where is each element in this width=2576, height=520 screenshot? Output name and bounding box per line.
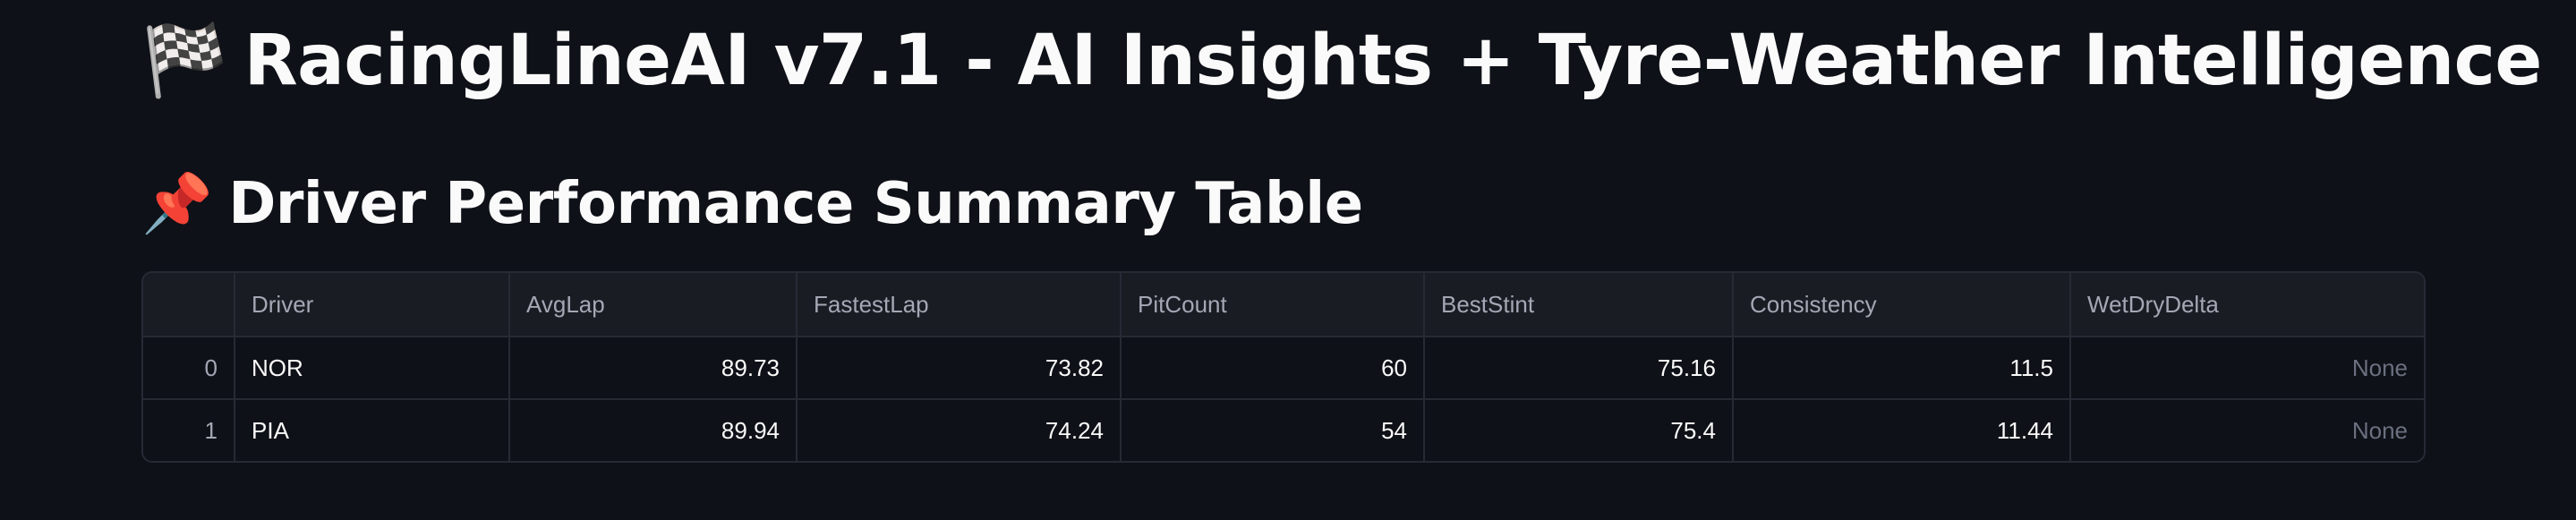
section-heading: 📌 Driver Performance Summary Table — [141, 159, 1363, 249]
beststint-cell[interactable]: 75.16 — [1424, 337, 1734, 400]
avglap-cell[interactable]: 89.73 — [509, 337, 798, 400]
table-row: 0 NOR 89.73 73.82 60 75.16 11.5 None — [143, 337, 2424, 400]
fastestlap-cell[interactable]: 74.24 — [797, 399, 1122, 461]
wetdrydelta-cell[interactable]: None — [2070, 337, 2424, 400]
pitcount-cell[interactable]: 60 — [1121, 337, 1425, 400]
table-row: 1 PIA 89.94 74.24 54 75.4 11.44 None — [143, 399, 2424, 461]
consistency-cell[interactable]: 11.44 — [1733, 399, 2071, 461]
driver-cell[interactable]: NOR — [235, 337, 510, 400]
pitcount-cell[interactable]: 54 — [1121, 399, 1425, 461]
wetdrydelta-cell[interactable]: None — [2351, 416, 2408, 444]
checkered-flag-icon: 🏁 — [141, 21, 228, 101]
column-header-beststint[interactable]: BestStint — [1424, 273, 1734, 337]
column-header-fastestlap[interactable]: FastestLap — [797, 273, 1122, 337]
driver-performance-table: Driver AvgLap FastestLap PitCount BestSt… — [143, 273, 2424, 461]
beststint-cell[interactable]: 75.4 — [1424, 399, 1734, 461]
column-header-driver[interactable]: Driver — [235, 273, 510, 337]
page-title-text: RacingLineAI v7.1 - AI Insights + Tyre-W… — [243, 21, 2543, 101]
table-header-row: Driver AvgLap FastestLap PitCount BestSt… — [143, 273, 2424, 337]
column-header-consistency[interactable]: Consistency — [1733, 273, 2071, 337]
row-index-cell[interactable]: 1 — [143, 399, 235, 461]
avglap-cell[interactable]: 89.94 — [509, 399, 798, 461]
column-header-avglap[interactable]: AvgLap — [509, 273, 798, 337]
driver-cell[interactable]: PIA — [235, 399, 510, 461]
pushpin-icon: 📌 — [141, 171, 213, 237]
fastestlap-cell[interactable]: 73.82 — [797, 337, 1122, 400]
column-header-wetdrydelta[interactable]: WetDryDelta — [2070, 273, 2424, 337]
row-index-cell[interactable]: 0 — [143, 337, 235, 400]
consistency-cell[interactable]: 11.5 — [1733, 337, 2071, 400]
page-title: 🏁 RacingLineAI v7.1 - AI Insights + Tyre-… — [141, 16, 2542, 106]
dataframe[interactable]: Driver AvgLap FastestLap PitCount BestSt… — [141, 271, 2426, 463]
column-header-pitcount[interactable]: PitCount — [1121, 273, 1425, 337]
section-heading-text: Driver Performance Summary Table — [228, 171, 1363, 237]
column-header-index[interactable] — [143, 273, 235, 337]
